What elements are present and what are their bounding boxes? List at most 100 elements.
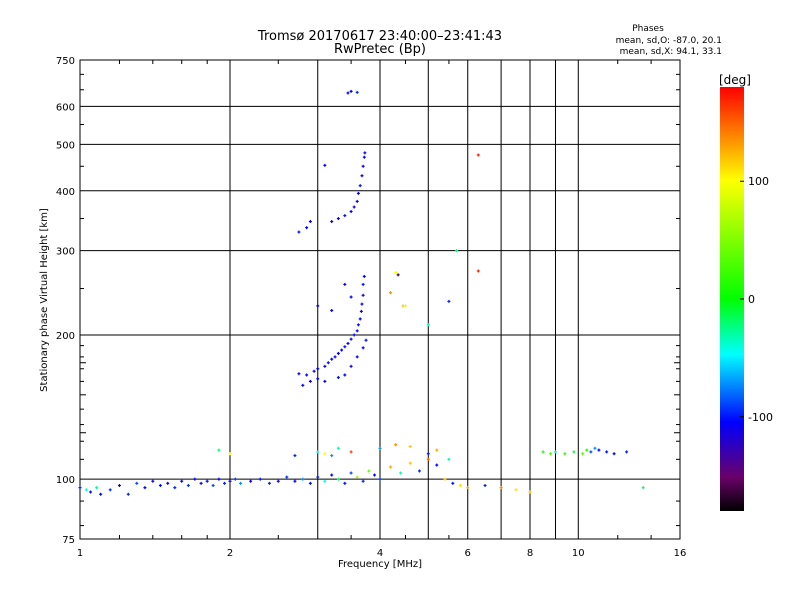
data-point (336, 446, 340, 450)
data-point (308, 379, 312, 383)
data-point (549, 452, 553, 456)
phases-legend-o: mean, sd,O: -87.0, 20.1 (616, 36, 722, 46)
data-point (199, 481, 203, 485)
data-point (323, 452, 327, 456)
data-point (358, 317, 362, 321)
data-point (349, 295, 353, 299)
data-point (78, 486, 82, 490)
chart-title: Tromsø 20170617 23:40:00–23:41:43 (257, 29, 502, 44)
data-point (336, 351, 340, 355)
data-point (330, 220, 334, 224)
data-point (305, 226, 309, 230)
data-point (89, 490, 93, 494)
data-point (426, 323, 430, 327)
data-point (99, 492, 103, 496)
data-point (323, 364, 327, 368)
data-point (340, 348, 344, 352)
x-tick-label: 1 (77, 548, 83, 559)
data-point (447, 457, 451, 461)
data-point (228, 452, 232, 456)
data-point (349, 89, 353, 93)
data-point (343, 373, 347, 377)
data-point (330, 357, 334, 361)
data-point (186, 483, 190, 487)
chart-subtitle: RwPretec (Bp) (334, 42, 426, 57)
data-point (378, 477, 382, 481)
axis-ticks (80, 60, 680, 539)
data-point (362, 274, 366, 278)
data-point (158, 483, 162, 487)
data-point (528, 490, 532, 494)
data-point (135, 481, 139, 485)
data-point (361, 282, 365, 286)
x-tick-label: 6 (465, 548, 471, 559)
data-point (458, 483, 462, 487)
y-tick-label: 600 (56, 102, 75, 113)
data-point (346, 91, 350, 95)
data-point (305, 373, 309, 377)
y-axis-label: Stationary phase Virtual Height [km] (39, 208, 50, 392)
data-point (358, 184, 362, 188)
data-point (343, 481, 347, 485)
data-point (228, 479, 232, 483)
colorbar-tick-label: 100 (748, 175, 769, 188)
data-point (394, 443, 398, 447)
data-point (276, 479, 280, 483)
data-point (466, 486, 470, 490)
data-point (316, 367, 320, 371)
data-point (316, 475, 320, 479)
data-point (223, 481, 227, 485)
data-point (308, 220, 312, 224)
data-point (378, 446, 382, 450)
data-point (349, 364, 353, 368)
data-point (389, 291, 393, 295)
data-point (361, 346, 365, 350)
data-point (336, 376, 340, 380)
data-point (297, 372, 301, 376)
data-point (363, 151, 367, 155)
data-point (451, 481, 455, 485)
data-point (483, 483, 487, 487)
data-point (389, 465, 393, 469)
data-point (367, 469, 371, 473)
data-point (330, 473, 334, 477)
data-point (326, 361, 330, 365)
data-point (349, 210, 353, 214)
data-point (356, 191, 360, 195)
data-point (553, 450, 557, 454)
grid-lines (80, 60, 680, 539)
data-point (333, 355, 337, 359)
data-point (166, 481, 170, 485)
data-point (308, 481, 312, 485)
data-point (323, 163, 327, 167)
data-point (349, 471, 353, 475)
data-point (297, 230, 301, 234)
data-point (301, 477, 305, 481)
data-points (78, 89, 645, 496)
y-tick-label: 75 (62, 535, 75, 546)
data-point (435, 463, 439, 467)
colorbar-tick-label: 0 (748, 293, 755, 306)
x-tick-label: 2 (227, 548, 233, 559)
phases-legend-title: Phases (632, 24, 664, 34)
data-point (343, 282, 347, 286)
data-point (612, 452, 616, 456)
data-point (355, 355, 359, 359)
data-point (143, 486, 147, 490)
data-point (343, 214, 347, 218)
data-point (447, 299, 451, 303)
data-point (323, 379, 327, 383)
data-point (597, 448, 601, 452)
data-point (499, 486, 503, 490)
data-point (205, 479, 209, 483)
data-point (435, 448, 439, 452)
data-point (355, 329, 359, 333)
data-point (355, 90, 359, 94)
data-point (312, 369, 316, 373)
data-point (217, 448, 221, 452)
x-tick-label: 16 (674, 548, 687, 559)
x-tick-label: 4 (377, 548, 383, 559)
colorbar-ticks: 100 0 -100 (740, 175, 773, 424)
data-point (394, 271, 398, 275)
